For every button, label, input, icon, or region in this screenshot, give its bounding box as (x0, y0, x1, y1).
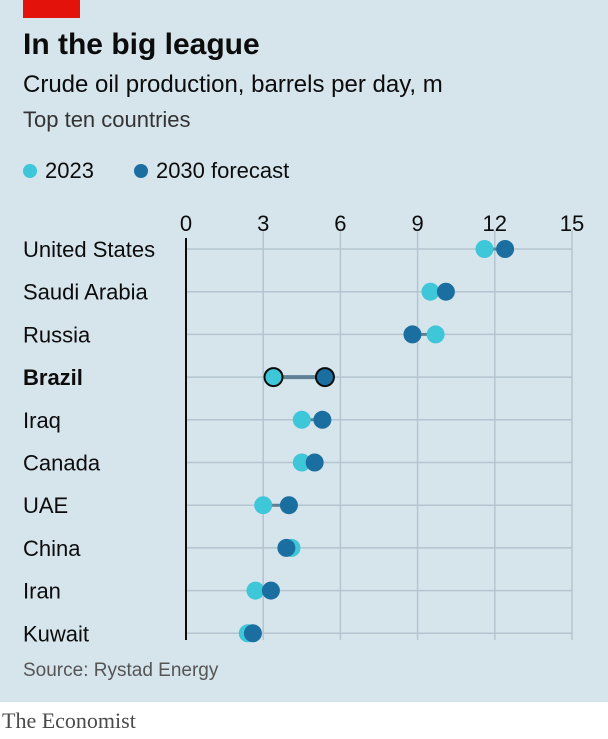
point-2030-0 (496, 240, 515, 258)
point-2023-3 (263, 367, 284, 388)
category-label-1: Saudi Arabia (23, 280, 149, 305)
category-label-2: Russia (23, 322, 91, 347)
brand-red-tag (23, 0, 80, 18)
legend: 2023 2030 forecast (23, 158, 329, 184)
x-tick-labels: 0 3 6 9 12 15 (180, 211, 584, 236)
point-2030-9 (243, 624, 262, 643)
category-label-6: UAE (23, 493, 68, 518)
point-2023-4 (292, 410, 311, 429)
category-label-9: Kuwait (23, 621, 89, 646)
x-tick-label-9: 9 (411, 211, 423, 236)
dot-chart: 0 3 6 9 12 15 United States Saudi Arabia Russia… (23, 211, 584, 646)
point-2030-5 (305, 453, 324, 472)
gridlines (262, 230, 573, 640)
point-2023-1 (421, 282, 440, 301)
point-2023-5 (292, 453, 311, 472)
point-2023-6 (254, 496, 273, 515)
category-labels: United States Saudi Arabia Russia Brazil Ira… (23, 237, 155, 646)
chart-subtitle: Crude oil production, barrels per day, m (23, 71, 443, 98)
category-label-3: Brazil (23, 365, 83, 390)
x-tick-label-12: 12 (483, 211, 507, 236)
x-tick-label-15: 15 (560, 211, 584, 236)
x-tick-label-3: 3 (257, 211, 269, 236)
chart-title: In the big league (23, 28, 260, 61)
legend-dot-2030 (133, 164, 148, 178)
point-2030-7 (277, 538, 296, 557)
point-2030-1 (436, 282, 455, 301)
point-2023-0 (475, 240, 494, 258)
point-2023-8 (246, 581, 265, 600)
x-tick-label-6: 6 (334, 211, 346, 236)
connectors (247, 247, 506, 635)
legend-dot-2023 (23, 164, 37, 178)
point-2030-6 (279, 496, 298, 515)
category-label-5: Canada (23, 451, 101, 476)
x-tick-label-0: 0 (180, 211, 192, 236)
category-label-7: China (23, 536, 81, 561)
category-label-8: Iran (23, 579, 61, 604)
point-2030-4 (313, 410, 332, 429)
chart-note: Top ten countries (23, 107, 191, 132)
point-2030-3 (314, 367, 335, 388)
brand-logo: The Economist (2, 708, 136, 733)
legend-label-2023: 2023 (45, 158, 94, 183)
category-label-4: Iraq (23, 408, 61, 433)
point-2030-8 (261, 581, 280, 600)
legend-item-2030: 2030 forecast (133, 158, 290, 184)
legend-label-2030: 2030 forecast (155, 158, 290, 183)
legend-item-2023: 2023 (23, 158, 94, 184)
row-lines (186, 248, 572, 635)
category-label-0: United States (23, 237, 155, 262)
point-2030-2 (403, 325, 422, 344)
chart-panel (0, 0, 608, 702)
data-points (238, 240, 515, 643)
source-note: Source: Rystad Energy (23, 660, 219, 681)
point-2023-2 (426, 325, 445, 344)
